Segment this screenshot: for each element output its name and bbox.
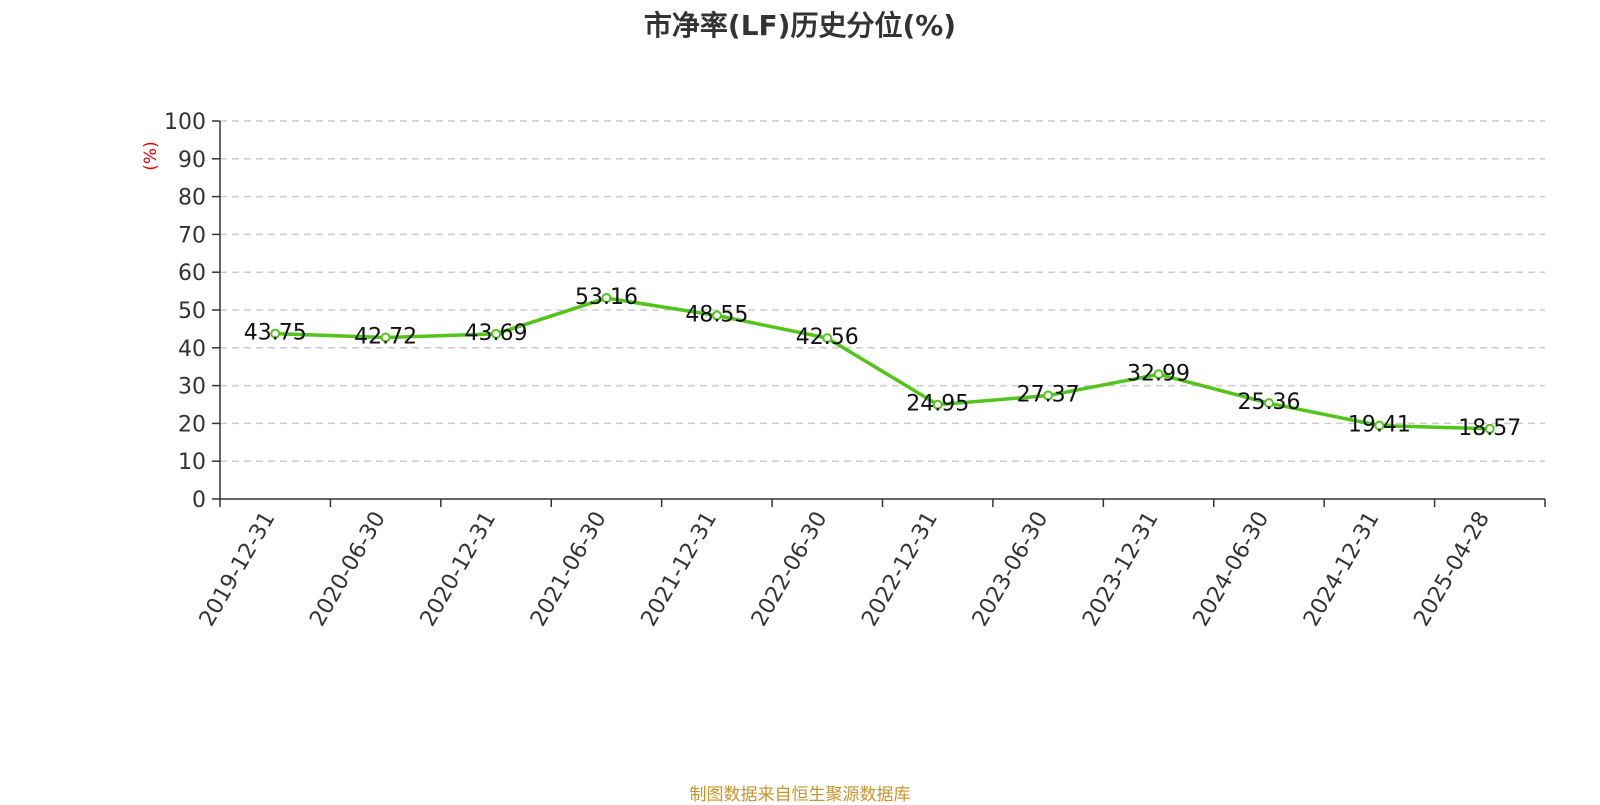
series-line-layer (275, 296, 1490, 431)
y-tick-label: 10 (178, 450, 206, 475)
grid-lines (220, 120, 1545, 462)
x-tick-label: 2021-06-30 (526, 508, 612, 631)
data-point (270, 328, 281, 339)
y-tick-label: 60 (178, 261, 206, 286)
x-tick-label: 2022-06-30 (747, 508, 833, 631)
axes (212, 120, 1546, 507)
x-tick-label: 2023-12-31 (1078, 508, 1164, 631)
y-tick-label: 40 (178, 337, 206, 362)
x-tick-label: 2025-04-28 (1409, 508, 1495, 631)
series-line (275, 296, 1490, 431)
x-tick-label: 2019-12-31 (195, 508, 281, 631)
data-label: 32.99 (1127, 361, 1190, 386)
x-tick-label: 2020-06-30 (305, 508, 391, 631)
y-tick-label: 30 (178, 375, 206, 400)
data-point (601, 293, 612, 304)
data-label: 53.16 (575, 285, 638, 310)
x-tick-label: 2021-12-31 (636, 508, 722, 631)
data-point (1263, 398, 1274, 409)
data-label: 25.36 (1237, 390, 1300, 415)
data-label: 42.56 (796, 325, 859, 350)
data-label: 42.72 (354, 325, 417, 350)
y-tick-labels: 0 10 20 30 40 50 60 70 80 90 100 (164, 110, 206, 513)
x-tick-label: 2024-12-31 (1299, 508, 1385, 631)
y-tick-label: 20 (178, 412, 206, 437)
x-tick-label: 2022-12-31 (857, 507, 943, 630)
data-point (1374, 420, 1385, 431)
y-tick-label: 90 (178, 148, 206, 173)
data-label: 24.95 (906, 392, 969, 417)
chart-title: 市净率(LF)历史分位(%) (643, 9, 957, 42)
x-tick-label: 2023-06-30 (968, 508, 1054, 631)
x-tick-label: 2024-06-30 (1189, 508, 1275, 631)
y-tick-label: 50 (178, 299, 206, 324)
data-labels: 43.75 42.72 43.69 53.16 48.55 42.56 24.95 27.37… (244, 285, 1522, 441)
data-point (1043, 390, 1054, 401)
data-points (270, 293, 1495, 434)
source-note: 制图数据来自恒生聚源数据库 (689, 785, 911, 805)
y-tick-label: 70 (178, 223, 206, 248)
data-point (932, 399, 943, 410)
y-axis-title: (%) (141, 141, 161, 170)
data-point (1153, 369, 1164, 380)
y-tick-label: 100 (164, 110, 206, 135)
x-tick-label: 2020-12-31 (416, 507, 502, 630)
x-tick-labels: 2019-12-31 2020-06-30 2020-12-31 2021-06-30… (195, 507, 1495, 630)
data-point (822, 333, 833, 344)
y-tick-label: 80 (178, 186, 206, 211)
data-label: 18.57 (1458, 416, 1521, 441)
y-tick-label: 0 (192, 488, 206, 513)
data-point (1484, 423, 1495, 434)
data-point (491, 328, 502, 339)
data-point (380, 332, 391, 343)
data-label: 43.69 (465, 321, 528, 346)
data-label: 27.37 (1017, 383, 1080, 408)
data-point (711, 310, 722, 321)
data-label: 43.75 (244, 321, 307, 346)
data-label: 48.55 (685, 302, 748, 327)
data-label: 19.41 (1348, 413, 1411, 438)
